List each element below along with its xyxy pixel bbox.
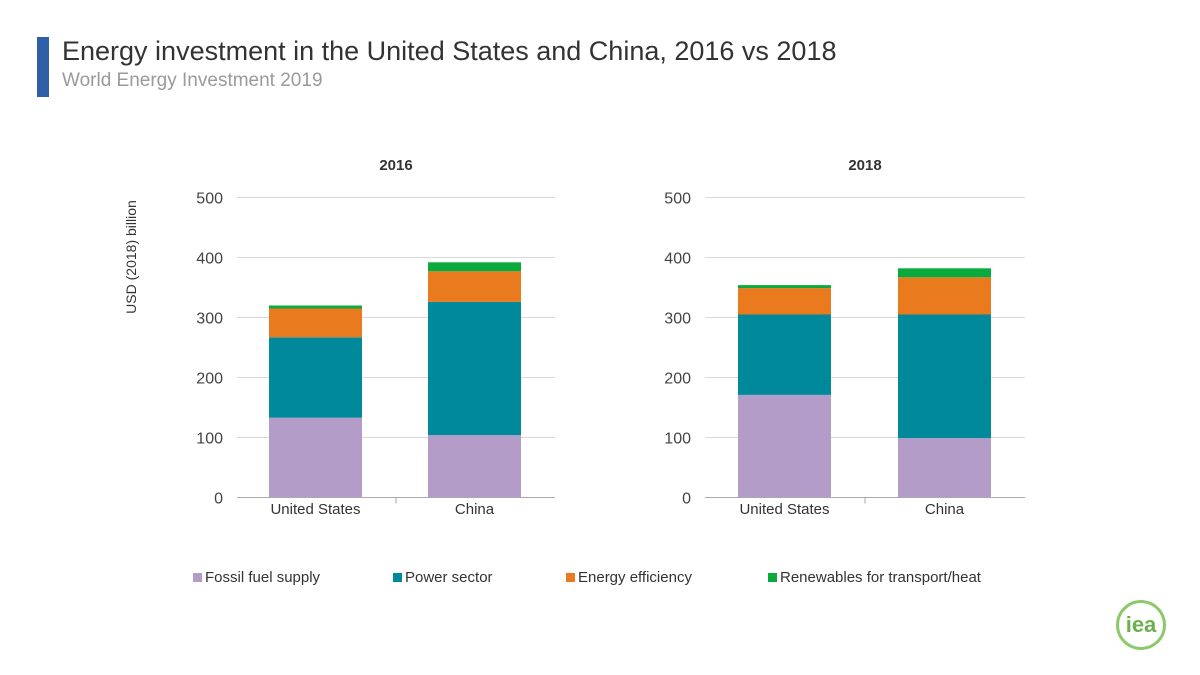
bar-segment-energy-efficiency: [428, 271, 521, 302]
legend-swatch: [193, 573, 202, 582]
bar-segment-fossil-fuel-supply: [428, 435, 521, 498]
y-axis-label: USD (2018) billion: [123, 200, 139, 314]
y-tick-label: 500: [196, 191, 223, 208]
iea-logo: iea: [1116, 600, 1166, 650]
y-tick-label: 500: [664, 191, 691, 208]
bar-segment-power-sector: [738, 314, 831, 395]
legend-item-power: Power sector: [393, 569, 493, 586]
y-tick-label: 400: [196, 251, 223, 268]
bar-segment-power-sector: [898, 314, 991, 439]
legend-label: Power sector: [405, 569, 493, 586]
panel-title: 2018: [848, 157, 881, 174]
x-tick-label: China: [925, 501, 965, 518]
y-tick-label: 400: [664, 251, 691, 268]
bar-segment-energy-efficiency: [738, 288, 831, 315]
bar-segment-renewables-for-transport-heat: [738, 285, 831, 289]
chart-title: Energy investment in the United States a…: [62, 36, 837, 66]
x-tick-label: United States: [270, 501, 360, 518]
legend-label: Energy efficiency: [578, 569, 692, 586]
x-tick-label: United States: [739, 501, 829, 518]
y-tick-label: 200: [664, 371, 691, 388]
y-tick-label: 100: [196, 431, 223, 448]
y-tick-label: 300: [196, 311, 223, 328]
legend-label: Renewables for transport/heat: [780, 569, 981, 586]
bar-segment-power-sector: [269, 337, 362, 418]
legend-swatch: [768, 573, 777, 582]
x-tick-label: China: [455, 501, 495, 518]
bar-segment-energy-efficiency: [269, 308, 362, 338]
bar-segment-fossil-fuel-supply: [898, 438, 991, 498]
y-tick-label: 0: [682, 491, 691, 508]
legend-label: Fossil fuel supply: [205, 569, 321, 586]
panel-title: 2016: [379, 157, 412, 174]
y-tick-label: 100: [664, 431, 691, 448]
bar-segment-renewables-for-transport-heat: [269, 305, 362, 309]
bar-segment-energy-efficiency: [898, 277, 991, 315]
chart-subtitle: World Energy Investment 2019: [62, 70, 323, 91]
bar-segment-fossil-fuel-supply: [738, 394, 831, 498]
legend-swatch: [566, 573, 575, 582]
bar-segment-renewables-for-transport-heat: [428, 262, 521, 272]
bar-segment-fossil-fuel-supply: [269, 417, 362, 498]
title-accent-bar: [37, 37, 49, 97]
y-tick-label: 300: [664, 311, 691, 328]
legend-item-fossil: Fossil fuel supply: [193, 569, 320, 586]
legend-item-efficiency: Energy efficiency: [566, 569, 692, 586]
bar-segment-renewables-for-transport-heat: [898, 268, 991, 278]
y-tick-label: 0: [214, 491, 223, 508]
legend-swatch: [393, 573, 402, 582]
y-tick-label: 200: [196, 371, 223, 388]
legend-item-renewables: Renewables for transport/heat: [768, 569, 981, 586]
bar-segment-power-sector: [428, 301, 521, 436]
